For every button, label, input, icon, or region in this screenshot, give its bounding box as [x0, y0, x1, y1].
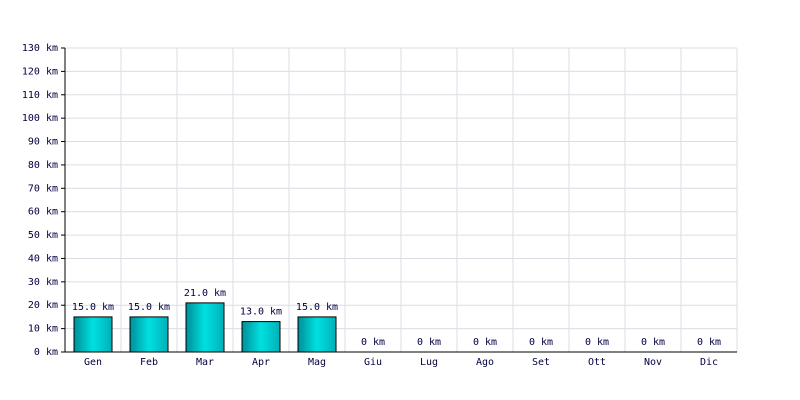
x-tick-label: Mag: [308, 357, 326, 368]
y-tick-label: 30 km: [28, 277, 58, 288]
value-label: 15.0 km: [72, 302, 114, 313]
bar: [129, 316, 169, 353]
y-tick-label: 90 km: [28, 137, 58, 148]
y-tick-label: 110 km: [22, 90, 58, 101]
y-tick-label: 60 km: [28, 207, 58, 218]
y-tick-label: 100 km: [22, 113, 58, 124]
x-tick-label: Mar: [196, 357, 214, 368]
x-tick-label: Giu: [364, 357, 382, 368]
x-tick-label: Gen: [84, 357, 102, 368]
x-tick-label: Nov: [644, 357, 662, 368]
bar: [241, 321, 281, 353]
value-label: 0 km: [361, 337, 385, 348]
x-tick-label: Set: [532, 357, 550, 368]
y-tick-label: 20 km: [28, 300, 58, 311]
value-label: 15.0 km: [128, 302, 170, 313]
y-tick-label: 130 km: [22, 43, 58, 54]
y-tick-label: 10 km: [28, 324, 58, 335]
x-tick-label: Lug: [420, 357, 438, 368]
x-tick-label: Feb: [140, 357, 158, 368]
value-label: 0 km: [417, 337, 441, 348]
y-tick-label: 0 km: [34, 347, 58, 358]
bar: [185, 302, 225, 353]
value-label: 13.0 km: [240, 307, 282, 318]
x-tick-label: Ott: [588, 357, 606, 368]
value-label: 0 km: [585, 337, 609, 348]
y-tick-label: 40 km: [28, 253, 58, 264]
x-tick-label: Dic: [700, 357, 718, 368]
bar: [297, 316, 337, 353]
y-tick-label: 70 km: [28, 183, 58, 194]
y-tick-label: 80 km: [28, 160, 58, 171]
y-tick-label: 50 km: [28, 230, 58, 241]
bar: [73, 316, 113, 353]
value-label: 0 km: [641, 337, 665, 348]
y-tick-label: 120 km: [22, 66, 58, 77]
x-tick-label: Ago: [476, 357, 494, 368]
plot: 0 km 10 km 20 km 30 km 40 km 50 km 60 km 70 km 8…: [22, 43, 738, 368]
value-label: 15.0 km: [296, 302, 338, 313]
value-label: 0 km: [697, 337, 721, 348]
x-tick-label: Apr: [252, 357, 270, 368]
value-label: 0 km: [473, 337, 497, 348]
value-label: 21.0 km: [184, 288, 226, 299]
value-label: 0 km: [529, 337, 553, 348]
